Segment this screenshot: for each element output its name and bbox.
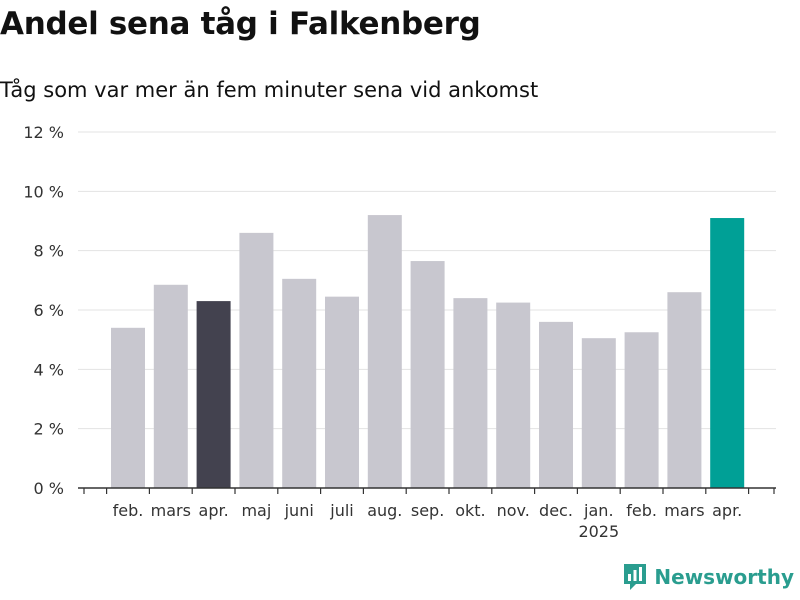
x-tick-label: feb.	[626, 501, 657, 520]
y-tick-label: 6 %	[34, 301, 64, 320]
bar-15	[710, 218, 745, 489]
bar-5	[282, 278, 317, 488]
chart-logo-icon	[624, 564, 647, 590]
bar-8	[410, 261, 445, 488]
bars	[111, 215, 745, 489]
x-tick-label: juli	[329, 501, 353, 520]
y-axis-ticks: 0 % 2 % 4 % 6 % 8 % 10 % 12 %	[23, 123, 64, 498]
x-axis	[78, 487, 776, 494]
x-tick-label: mars	[151, 501, 191, 520]
x-tick-label: okt.	[455, 501, 485, 520]
bar-11	[539, 321, 573, 488]
bar-1	[111, 327, 145, 488]
bar-9	[453, 298, 488, 488]
bar-7	[367, 215, 402, 489]
x-tick-label: dec.	[539, 501, 573, 520]
logo-text: Newsworthy	[654, 565, 794, 589]
bar-6	[325, 296, 359, 488]
x-tick-label: maj	[241, 501, 271, 520]
x-tick-label: feb.	[113, 501, 144, 520]
x-tick-label: jan.	[583, 501, 613, 520]
x-tick-label: mars	[664, 501, 704, 520]
x-tick-label: sep.	[411, 501, 444, 520]
bar-10	[496, 302, 531, 488]
newsworthy-logo: Newsworthy	[622, 562, 794, 592]
bar-12	[581, 338, 616, 488]
x-tick-label: apr.	[199, 501, 229, 520]
chart-title: Andel sena tåg i Falkenberg	[0, 6, 481, 42]
x-year-label: 2025	[578, 522, 619, 541]
bar-chart: 0 %2 %4 %6 %8 %10 %12 % feb. mars apr. maj j…	[23, 123, 776, 541]
x-axis-ticks: feb. mars apr. maj juni juli aug. sep. okt. nov. d…	[113, 501, 743, 541]
bar-3	[196, 301, 231, 488]
y-tick-label: 12 %	[23, 123, 64, 142]
bar-13	[624, 332, 659, 488]
x-tick-label: juni	[284, 501, 314, 520]
chart-subtitle: Tåg som var mer än fem minuter sena vid …	[0, 78, 539, 102]
y-tick-label: 4 %	[34, 360, 64, 379]
y-tick-label: 2 %	[34, 420, 64, 439]
y-tick-label: 0 %	[34, 479, 64, 498]
x-tick-label: nov.	[497, 501, 530, 520]
x-tick-label: aug.	[367, 501, 402, 520]
x-tick-label: apr.	[712, 501, 742, 520]
bar-14	[667, 292, 702, 488]
bar-4	[239, 232, 274, 488]
y-tick-label: 10 %	[23, 182, 64, 201]
bar-2	[153, 284, 188, 488]
y-tick-label: 8 %	[34, 242, 64, 261]
